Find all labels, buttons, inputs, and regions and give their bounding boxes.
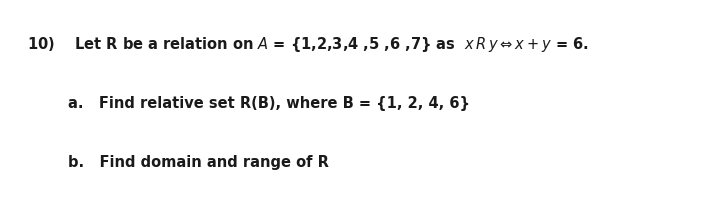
Text: b.   Find domain and range of R: b. Find domain and range of R (68, 154, 329, 169)
Text: 10)    Let R be a relation on $A$ = {1,2,3,4 ,5 ,6 ,7} as  $x\,R\,y \Leftrightar: 10) Let R be a relation on $A$ = {1,2,3,… (27, 35, 589, 54)
Text: a.   Find relative set R(B), where B = {1, 2, 4, 6}: a. Find relative set R(B), where B = {1,… (68, 96, 470, 110)
